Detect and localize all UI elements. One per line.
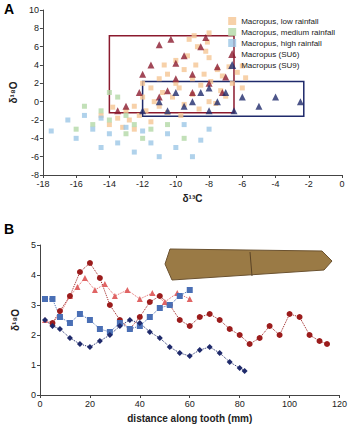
svg-text:2: 2 bbox=[31, 330, 36, 340]
svg-text:δ¹⁸O: δ¹⁸O bbox=[8, 81, 19, 103]
svg-text:-14: -14 bbox=[103, 179, 116, 189]
svg-text:-2: -2 bbox=[305, 179, 313, 189]
svg-text:-18: -18 bbox=[36, 179, 49, 189]
svg-text:10: 10 bbox=[29, 5, 39, 15]
svg-text:4: 4 bbox=[31, 270, 36, 280]
svg-text:120: 120 bbox=[332, 399, 347, 409]
svg-text:3: 3 bbox=[31, 300, 36, 310]
svg-text:-6: -6 bbox=[31, 152, 39, 162]
svg-text:-4: -4 bbox=[272, 179, 280, 189]
svg-text:Macropus (SU6): Macropus (SU6) bbox=[241, 50, 300, 59]
svg-text:2: 2 bbox=[34, 78, 39, 88]
svg-text:-8: -8 bbox=[205, 179, 213, 189]
svg-text:A: A bbox=[4, 1, 14, 17]
svg-text:-2: -2 bbox=[31, 115, 39, 125]
svg-text:Macropus, high rainfall: Macropus, high rainfall bbox=[241, 39, 322, 48]
svg-text:5: 5 bbox=[31, 240, 36, 250]
svg-text:-10: -10 bbox=[169, 179, 182, 189]
svg-text:distance along tooth (mm): distance along tooth (mm) bbox=[127, 413, 252, 424]
svg-text:1: 1 bbox=[31, 360, 36, 370]
svg-text:-16: -16 bbox=[70, 179, 83, 189]
svg-text:Macropus (SU9): Macropus (SU9) bbox=[241, 61, 300, 70]
svg-text:0: 0 bbox=[34, 97, 39, 107]
svg-text:0: 0 bbox=[37, 399, 42, 409]
svg-text:100: 100 bbox=[282, 399, 297, 409]
svg-text:60: 60 bbox=[185, 399, 195, 409]
svg-text:0: 0 bbox=[31, 390, 36, 400]
svg-text:Macropus, low rainfall: Macropus, low rainfall bbox=[241, 17, 319, 26]
svg-text:0: 0 bbox=[339, 179, 344, 189]
svg-text:-6: -6 bbox=[238, 179, 246, 189]
svg-text:δ¹⁸O: δ¹⁸O bbox=[10, 309, 21, 331]
svg-text:4: 4 bbox=[34, 60, 39, 70]
svg-text:Macropus, medium rainfall: Macropus, medium rainfall bbox=[241, 28, 335, 37]
svg-text:-4: -4 bbox=[31, 133, 39, 143]
svg-text:δ¹³C: δ¹³C bbox=[182, 193, 202, 204]
svg-text:-8: -8 bbox=[30, 170, 39, 180]
svg-text:-12: -12 bbox=[136, 179, 149, 189]
svg-text:20: 20 bbox=[85, 399, 95, 409]
svg-text:8: 8 bbox=[34, 23, 39, 33]
svg-text:6: 6 bbox=[34, 42, 39, 52]
svg-text:B: B bbox=[4, 221, 14, 237]
svg-text:80: 80 bbox=[235, 399, 245, 409]
svg-text:40: 40 bbox=[135, 399, 145, 409]
